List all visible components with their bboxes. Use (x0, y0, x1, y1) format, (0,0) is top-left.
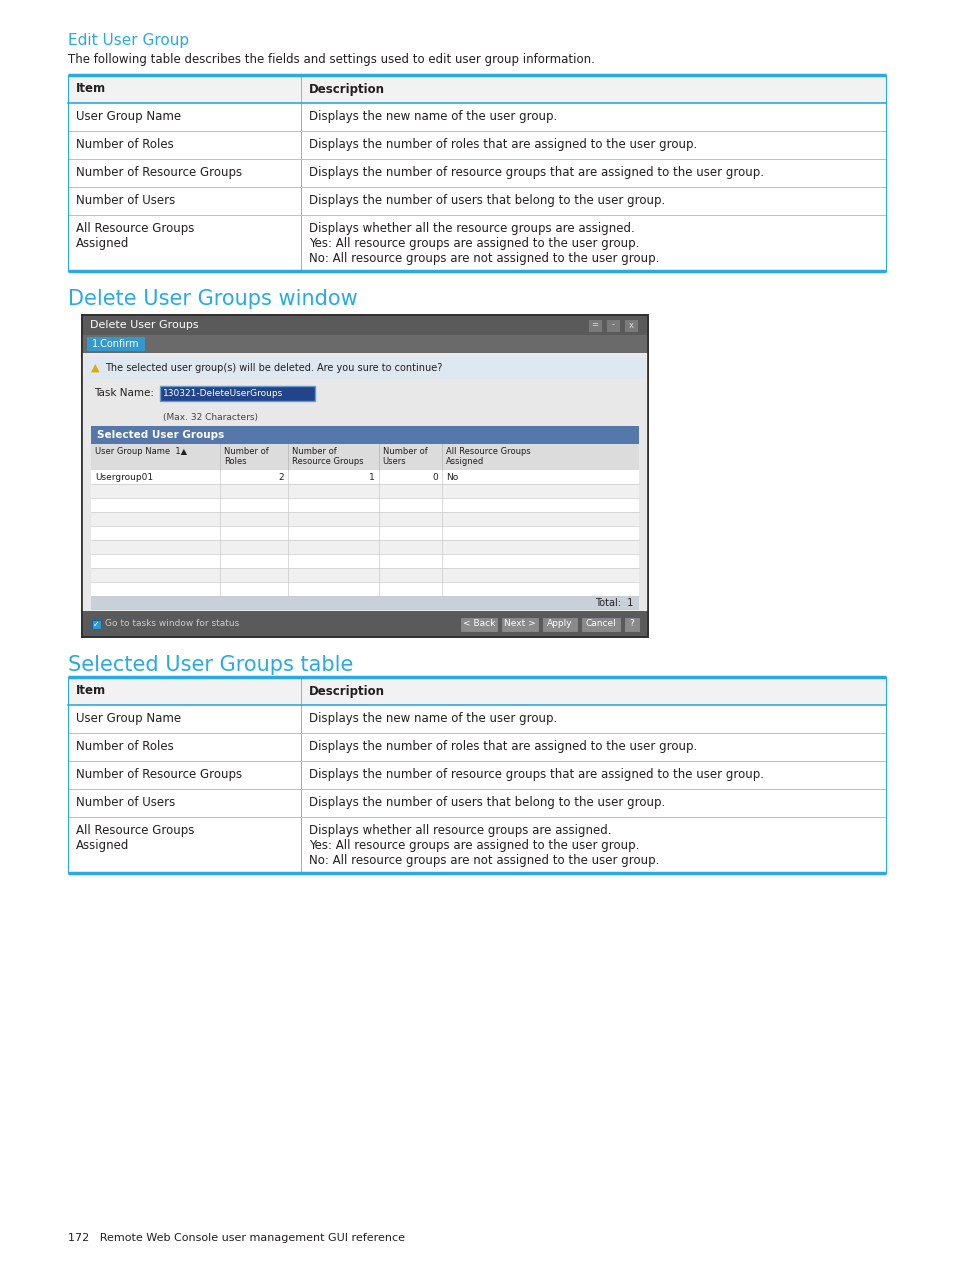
Text: All Resource Groups
Assigned: All Resource Groups Assigned (76, 222, 194, 250)
Bar (623, 616, 639, 632)
Text: ✓: ✓ (93, 619, 99, 628)
Text: Description: Description (309, 83, 385, 95)
Bar (500, 616, 538, 632)
Bar (68, 75, 885, 103)
Text: Number of
Users: Number of Users (382, 447, 427, 466)
Text: Displays whether all the resource groups are assigned.
Yes: All resource groups : Displays whether all the resource groups… (309, 222, 659, 264)
Text: Number of Roles: Number of Roles (76, 139, 173, 151)
Text: Displays the number of roles that are assigned to the user group.: Displays the number of roles that are as… (309, 139, 697, 151)
Text: x: x (628, 320, 633, 329)
Text: Task Name:: Task Name: (94, 388, 153, 398)
Bar (91, 582, 639, 596)
Text: Selected User Groups table: Selected User Groups table (68, 655, 353, 675)
Text: User Group Name  1▲: User Group Name 1▲ (95, 447, 187, 456)
Text: Usergroup01: Usergroup01 (95, 473, 153, 482)
Text: Number of Resource Groups: Number of Resource Groups (76, 768, 242, 780)
Text: 172   Remote Web Console user management GUI reference: 172 Remote Web Console user management G… (68, 1233, 405, 1243)
Bar (82, 611, 647, 637)
Bar (91, 512, 639, 526)
Text: =: = (591, 320, 598, 329)
Bar (85, 357, 644, 379)
Bar (82, 315, 647, 336)
Text: Displays the number of resource groups that are assigned to the user group.: Displays the number of resource groups t… (309, 768, 763, 780)
Bar (605, 319, 619, 332)
Text: Number of Users: Number of Users (76, 194, 175, 207)
Text: Number of Users: Number of Users (76, 796, 175, 810)
Text: User Group Name: User Group Name (76, 712, 181, 724)
Text: The following table describes the fields and settings used to edit user group in: The following table describes the fields… (68, 53, 595, 66)
Bar (91, 568, 639, 582)
Bar (91, 526, 639, 540)
Text: Number of Resource Groups: Number of Resource Groups (76, 167, 242, 179)
Bar (459, 616, 497, 632)
Text: Displays the new name of the user group.: Displays the new name of the user group. (309, 111, 557, 123)
Text: 0: 0 (432, 473, 437, 482)
Text: All Resource Groups
Assigned: All Resource Groups Assigned (445, 447, 530, 466)
Text: 2: 2 (278, 473, 284, 482)
Text: (Max. 32 Characters): (Max. 32 Characters) (163, 413, 257, 422)
Bar (82, 353, 647, 637)
Bar (160, 386, 314, 400)
Bar (580, 616, 620, 632)
Text: < Back: < Back (462, 619, 495, 628)
Text: Total:  1: Total: 1 (594, 597, 633, 608)
Bar (541, 616, 578, 632)
Text: All Resource Groups
Assigned: All Resource Groups Assigned (76, 824, 194, 852)
Text: Displays whether all resource groups are assigned.
Yes: All resource groups are : Displays whether all resource groups are… (309, 824, 659, 867)
Text: Apply: Apply (547, 619, 572, 628)
Text: Displays the number of resource groups that are assigned to the user group.: Displays the number of resource groups t… (309, 167, 763, 179)
Text: Displays the new name of the user group.: Displays the new name of the user group. (309, 712, 557, 724)
Text: Description: Description (309, 685, 385, 698)
Bar (91, 540, 639, 554)
Text: Displays the number of users that belong to the user group.: Displays the number of users that belong… (309, 796, 664, 810)
Text: Edit User Group: Edit User Group (68, 33, 189, 48)
Text: ▲: ▲ (91, 364, 99, 372)
Bar (82, 315, 647, 637)
Text: Cancel: Cancel (585, 619, 616, 628)
Text: 1: 1 (369, 473, 375, 482)
Bar (91, 444, 639, 470)
Text: User Group Name: User Group Name (76, 111, 181, 123)
Text: Selected User Groups: Selected User Groups (97, 430, 224, 440)
Bar (68, 677, 885, 705)
Bar (91, 596, 639, 610)
Text: Number of
Resource Groups: Number of Resource Groups (292, 447, 363, 466)
Text: The selected user group(s) will be deleted. Are you sure to continue?: The selected user group(s) will be delet… (105, 364, 442, 372)
Text: Item: Item (76, 83, 106, 95)
Text: Delete User Groups: Delete User Groups (90, 320, 198, 330)
Text: 130321-DeleteUserGroups: 130321-DeleteUserGroups (163, 389, 283, 398)
Bar (91, 470, 639, 484)
Text: Item: Item (76, 685, 106, 698)
Text: ?: ? (629, 619, 634, 628)
Bar (587, 319, 601, 332)
Text: Number of Roles: Number of Roles (76, 740, 173, 752)
Bar (91, 426, 639, 444)
Text: Number of
Roles: Number of Roles (224, 447, 268, 466)
Bar (91, 554, 639, 568)
Bar (82, 336, 647, 353)
Text: -: - (611, 320, 614, 329)
Text: Displays the number of users that belong to the user group.: Displays the number of users that belong… (309, 194, 664, 207)
Text: Displays the number of roles that are assigned to the user group.: Displays the number of roles that are as… (309, 740, 697, 752)
Text: Go to tasks window for status: Go to tasks window for status (105, 619, 239, 628)
Bar (91, 620, 101, 629)
Bar (623, 319, 638, 332)
Text: Next >: Next > (503, 619, 536, 628)
Bar (91, 498, 639, 512)
Bar (87, 337, 145, 351)
Bar (91, 484, 639, 498)
Text: No: No (445, 473, 457, 482)
Bar (82, 315, 647, 637)
Text: 1.Confirm: 1.Confirm (92, 339, 139, 350)
Text: Delete User Groups window: Delete User Groups window (68, 289, 357, 309)
